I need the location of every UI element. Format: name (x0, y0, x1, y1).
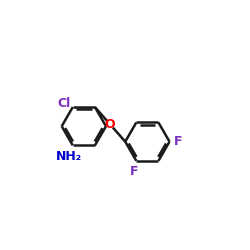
Text: O: O (105, 118, 116, 131)
Text: F: F (130, 165, 138, 178)
Text: NH₂: NH₂ (56, 150, 82, 163)
Text: F: F (174, 135, 183, 148)
Text: Cl: Cl (58, 97, 71, 110)
